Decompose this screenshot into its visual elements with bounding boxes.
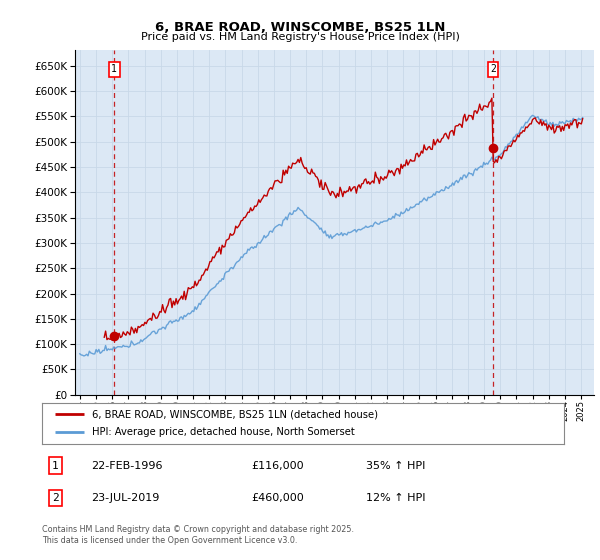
Text: 23-JUL-2019: 23-JUL-2019 (92, 493, 160, 503)
Text: £460,000: £460,000 (251, 493, 304, 503)
Text: Contains HM Land Registry data © Crown copyright and database right 2025.
This d: Contains HM Land Registry data © Crown c… (42, 525, 354, 545)
Text: 6, BRAE ROAD, WINSCOMBE, BS25 1LN (detached house): 6, BRAE ROAD, WINSCOMBE, BS25 1LN (detac… (92, 409, 377, 419)
Text: 2: 2 (490, 64, 496, 74)
Text: 1: 1 (112, 64, 117, 74)
Text: 35% ↑ HPI: 35% ↑ HPI (365, 461, 425, 470)
Text: 1: 1 (52, 461, 58, 470)
Text: HPI: Average price, detached house, North Somerset: HPI: Average price, detached house, Nort… (92, 427, 355, 437)
Text: £116,000: £116,000 (251, 461, 304, 470)
Text: 12% ↑ HPI: 12% ↑ HPI (365, 493, 425, 503)
Text: Price paid vs. HM Land Registry's House Price Index (HPI): Price paid vs. HM Land Registry's House … (140, 32, 460, 43)
Text: 2: 2 (52, 493, 58, 503)
Text: 6, BRAE ROAD, WINSCOMBE, BS25 1LN: 6, BRAE ROAD, WINSCOMBE, BS25 1LN (155, 21, 445, 34)
Text: 22-FEB-1996: 22-FEB-1996 (92, 461, 163, 470)
